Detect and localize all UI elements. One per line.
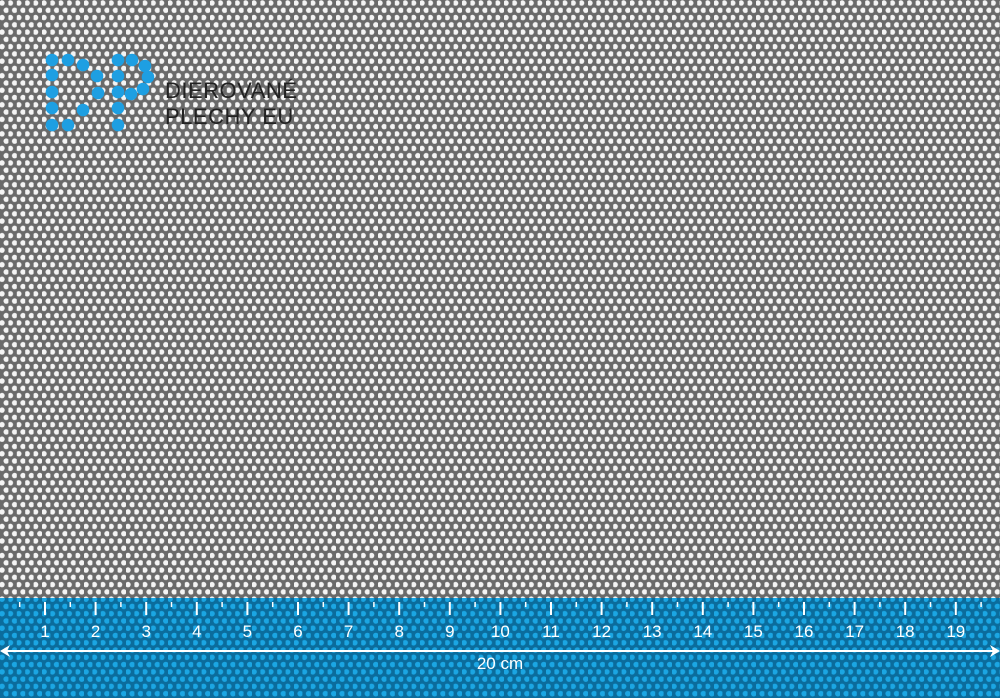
ruler-number: 11 (542, 622, 560, 641)
ruler-number: 13 (642, 622, 662, 641)
logo-dot (125, 53, 139, 67)
logo-mark-icon (45, 53, 155, 132)
ruler-number: 4 (192, 622, 202, 641)
arrow-right-icon (990, 645, 1000, 657)
logo-dot (124, 87, 138, 101)
ruler-number: 2 (90, 622, 101, 641)
brand-line-2: PLECHY EU (165, 104, 294, 129)
brand-logo-text: DIEROVANÉ PLECHY EU (165, 78, 297, 130)
ruler-number: 18 (895, 622, 915, 641)
logo-dot (45, 53, 59, 67)
ruler-number: 19 (946, 622, 966, 641)
logo-dot (76, 103, 90, 117)
ruler-number: 6 (293, 622, 303, 641)
logo-dot (136, 82, 150, 96)
ruler-number: 9 (445, 622, 455, 641)
logo-dot (61, 53, 75, 67)
length-label: 20 cm (476, 654, 524, 673)
logo-dot (45, 68, 59, 82)
logo-dot (61, 118, 75, 132)
logo-dot (90, 69, 104, 83)
arrow-left-icon (0, 645, 10, 657)
ruler-number: 10 (490, 622, 510, 641)
ruler-number: 1 (40, 622, 50, 641)
ruler-number: 17 (845, 622, 865, 641)
ruler-number: 12 (592, 622, 612, 641)
logo-dot (138, 59, 152, 73)
logo-dot (111, 69, 125, 83)
ruler-ticks (18, 602, 982, 615)
ruler-number: 7 (343, 622, 354, 641)
logo-dot (45, 85, 59, 99)
logo-dot (45, 118, 59, 132)
ruler-number: 14 (693, 622, 713, 641)
length-arrow (0, 645, 1000, 657)
ruler-number: 8 (394, 622, 404, 641)
logo-dot (111, 101, 125, 115)
logo-dot (91, 86, 105, 100)
ruler-number: 15 (743, 622, 763, 641)
logo-dot (111, 85, 125, 99)
ruler-number: 3 (141, 622, 151, 641)
logo-dot (141, 70, 155, 84)
logo-dot (76, 58, 90, 72)
logo-dot (111, 118, 125, 132)
ruler-number: 16 (794, 622, 814, 641)
brand-line-1: DIEROVANÉ (165, 78, 298, 103)
logo-dot (111, 53, 125, 67)
ruler-number: 5 (242, 622, 253, 641)
logo-dot (45, 101, 59, 115)
